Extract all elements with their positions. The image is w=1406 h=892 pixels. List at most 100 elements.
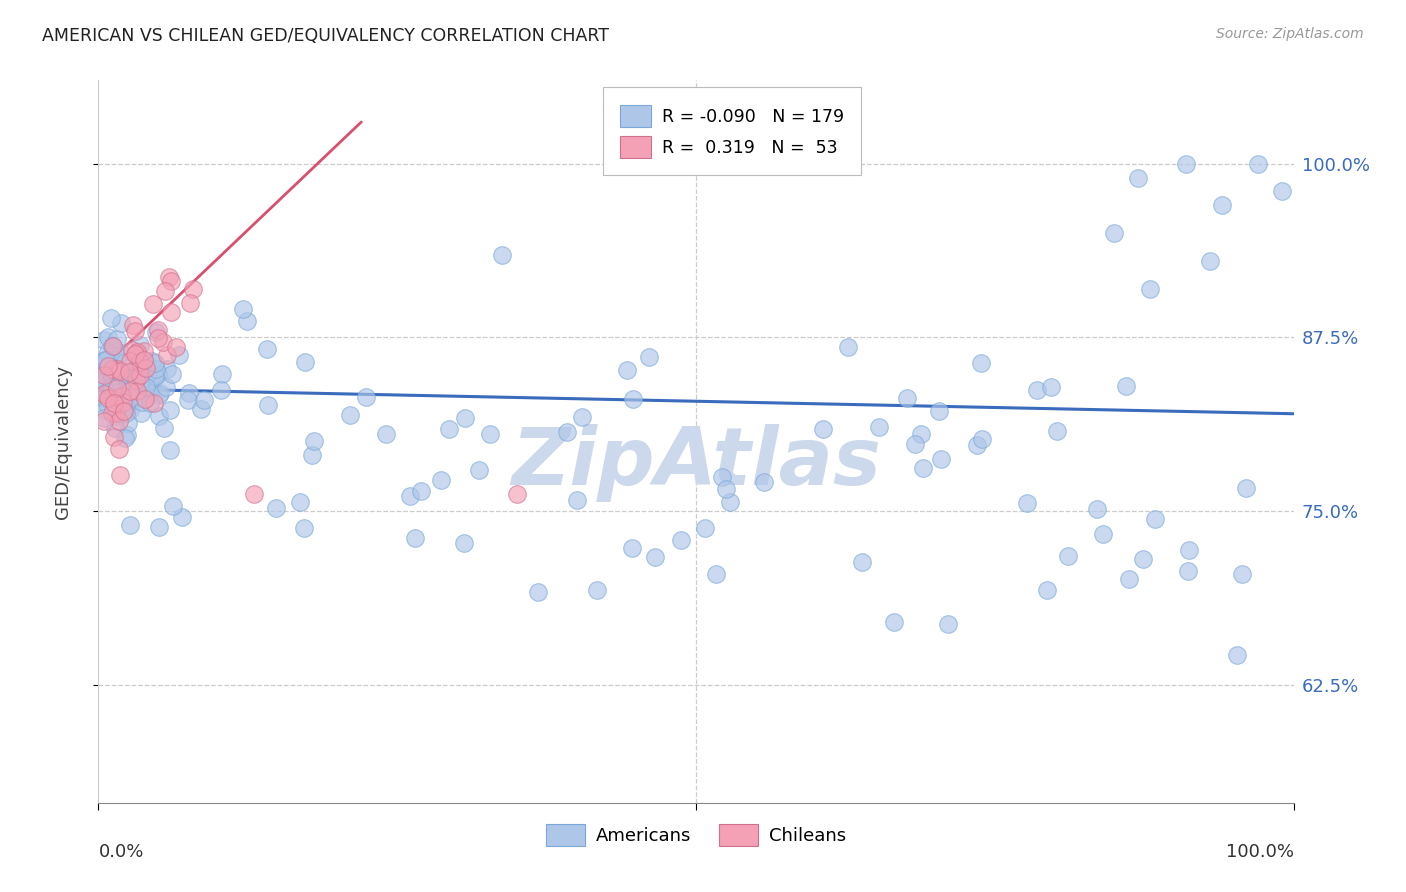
Point <box>911 461 934 475</box>
Point <box>232 301 254 316</box>
Point <box>290 495 312 509</box>
Point <box>118 365 141 379</box>
Point <box>120 354 142 368</box>
Point <box>125 348 148 362</box>
Point <box>170 509 193 524</box>
Point <box>111 366 134 380</box>
Point <box>811 422 834 436</box>
Point <box>132 352 155 367</box>
Point <box>118 373 141 387</box>
Point <box>97 378 120 392</box>
Legend: Americans, Chileans: Americans, Chileans <box>538 816 853 853</box>
Point <box>93 368 115 383</box>
Point <box>141 382 163 396</box>
Point <box>115 428 138 442</box>
Point <box>101 339 124 353</box>
Point <box>145 325 167 339</box>
Point <box>105 381 128 395</box>
Point <box>129 406 152 420</box>
Point <box>143 356 166 370</box>
Point <box>104 390 127 404</box>
Point <box>134 392 156 406</box>
Point <box>1057 549 1080 563</box>
Point <box>1092 527 1115 541</box>
Point <box>100 391 122 405</box>
Point <box>669 533 692 547</box>
Point <box>141 354 163 368</box>
Point <box>131 394 153 409</box>
Point <box>644 549 666 564</box>
Point <box>1226 648 1249 662</box>
Point <box>1143 512 1166 526</box>
Point <box>103 396 125 410</box>
Point <box>135 360 157 375</box>
Point <box>1132 551 1154 566</box>
Point <box>118 384 141 398</box>
Point <box>110 316 132 330</box>
Text: AMERICAN VS CHILEAN GED/EQUIVALENCY CORRELATION CHART: AMERICAN VS CHILEAN GED/EQUIVALENCY CORR… <box>42 27 609 45</box>
Point <box>101 368 124 383</box>
Point <box>910 426 932 441</box>
Point <box>936 616 959 631</box>
Point <box>127 384 149 399</box>
Point <box>165 340 187 354</box>
Point <box>117 416 139 430</box>
Point <box>966 438 988 452</box>
Point <box>266 501 288 516</box>
Point <box>101 366 124 380</box>
Point <box>190 401 212 416</box>
Point <box>754 475 776 489</box>
Point <box>124 347 146 361</box>
Point <box>236 314 259 328</box>
Point <box>157 270 180 285</box>
Point <box>145 368 167 383</box>
Point <box>107 369 129 384</box>
Point <box>1247 156 1270 170</box>
Point <box>139 380 162 394</box>
Point <box>112 394 135 409</box>
Text: ZipAtlas: ZipAtlas <box>510 425 882 502</box>
Point <box>118 403 141 417</box>
Point <box>155 380 177 394</box>
Point <box>1139 282 1161 296</box>
Point <box>97 345 120 359</box>
Point <box>97 330 120 344</box>
Point <box>453 410 475 425</box>
Point <box>101 360 124 375</box>
Point <box>93 414 115 428</box>
Point <box>125 359 148 374</box>
Point <box>1175 156 1198 170</box>
Point <box>128 374 150 388</box>
Point <box>101 407 124 421</box>
Point <box>139 396 162 410</box>
Point <box>623 392 645 406</box>
Point <box>209 383 232 397</box>
Point <box>928 404 950 418</box>
Point <box>100 310 122 325</box>
Point <box>896 391 918 405</box>
Point <box>211 367 233 381</box>
Point <box>108 364 131 378</box>
Point <box>153 284 176 298</box>
Point <box>1036 583 1059 598</box>
Point <box>868 420 890 434</box>
Point <box>115 399 138 413</box>
Point <box>93 363 115 377</box>
Point <box>153 420 176 434</box>
Point <box>1234 481 1257 495</box>
Point <box>506 487 529 501</box>
Point <box>101 369 124 384</box>
Point <box>183 282 205 296</box>
Point <box>112 404 135 418</box>
Point <box>132 343 155 358</box>
Point <box>118 382 141 396</box>
Point <box>97 359 120 373</box>
Point <box>693 521 716 535</box>
Point <box>108 442 131 456</box>
Point <box>122 374 145 388</box>
Point <box>104 420 127 434</box>
Point <box>439 422 461 436</box>
Point <box>162 367 184 381</box>
Text: 100.0%: 100.0% <box>1226 843 1294 861</box>
Point <box>256 343 278 357</box>
